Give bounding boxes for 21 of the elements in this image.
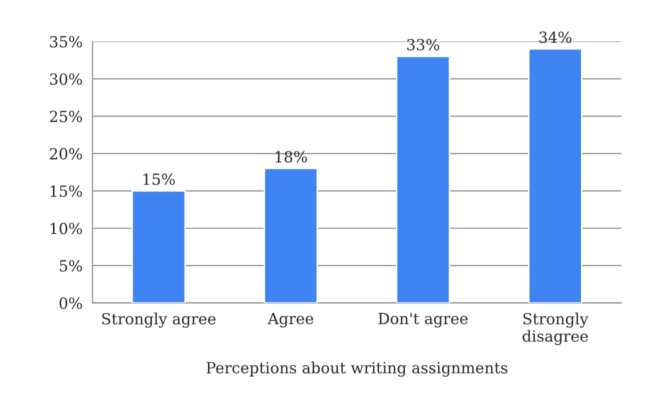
data-label: 18% <box>276 150 307 163</box>
bar <box>264 168 318 303</box>
x-tick-label: Agree <box>268 312 314 328</box>
x-tick-label: Strongly agree <box>102 312 216 328</box>
x-tick-label: Don't agree <box>378 312 468 328</box>
y-tick-label: 0% <box>60 297 82 309</box>
y-tick-label: 30% <box>50 73 82 85</box>
data-label: 34% <box>539 31 572 44</box>
y-tick-label: 15% <box>50 185 82 197</box>
y-tick-label: 5% <box>60 260 82 272</box>
bar <box>528 48 582 303</box>
bar <box>396 56 450 303</box>
x-axis-title: Perceptions about writing assignments <box>206 362 508 377</box>
data-label: 15% <box>144 173 175 185</box>
data-label: 33% <box>407 38 440 50</box>
x-tick-label: Strongly disagree <box>522 312 588 345</box>
y-tick-label: 35% <box>50 36 82 48</box>
bar <box>132 190 186 303</box>
y-tick-label: 20% <box>50 148 82 160</box>
y-tick-label: 25% <box>50 110 82 122</box>
y-tick-label: 10% <box>50 222 82 234</box>
